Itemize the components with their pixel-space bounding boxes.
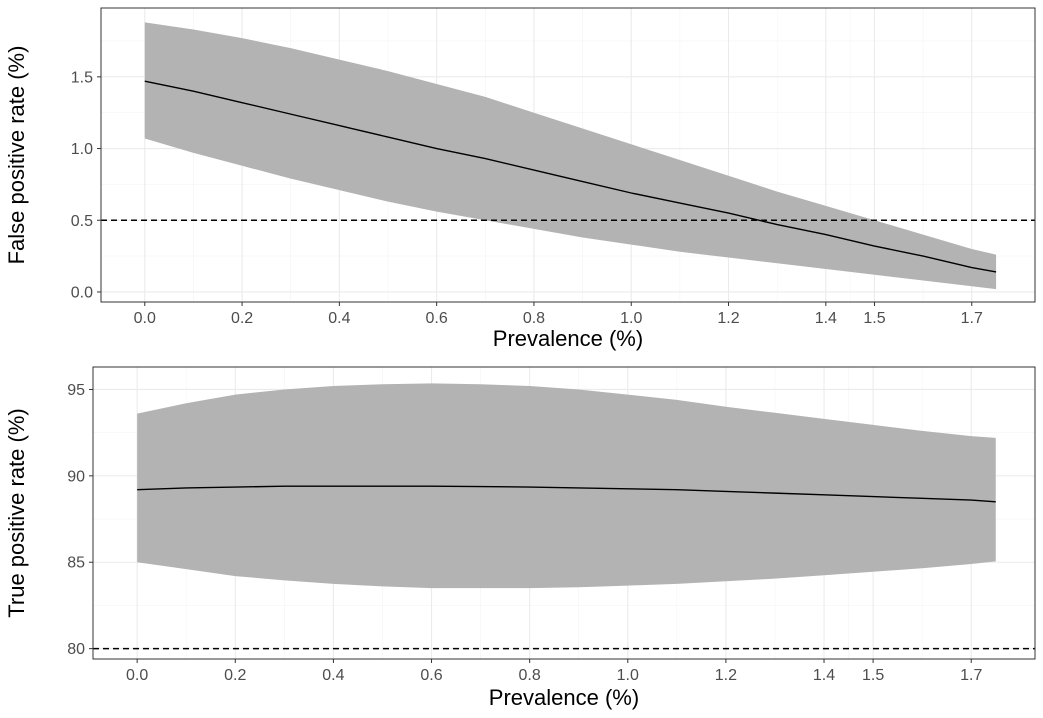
x-tick-label: 0.8 — [519, 667, 541, 684]
x-tick-label: 1.5 — [863, 310, 885, 327]
y-tick-label: 80 — [67, 641, 85, 658]
x-tick-label: 0.0 — [134, 310, 156, 327]
x-axis-title: Prevalence (%) — [493, 326, 643, 351]
x-tick-label: 0.0 — [126, 667, 148, 684]
chart-panel-1: 0.0 0.2 0.4 0.6 0.8 1.0 1.2 1.4 1.5 1.7 0.0 0.5 1.0 1… — [4, 7, 1036, 351]
x-tick-label: 0.2 — [224, 667, 246, 684]
x-tick-label: 1.7 — [961, 310, 983, 327]
x-tick-label: 1.0 — [620, 310, 642, 327]
x-tick-label: 1.0 — [617, 667, 639, 684]
x-tick-label: 1.4 — [813, 667, 835, 684]
x-tick-label: 1.2 — [717, 310, 739, 327]
y-axis-title: True positive rate (%) — [4, 408, 29, 617]
x-tick-label: 1.5 — [862, 667, 884, 684]
confidence-ribbon — [137, 383, 996, 589]
x-tick-label: 0.4 — [328, 310, 350, 327]
panel-border — [100, 7, 1036, 303]
y-tick-label: 85 — [67, 555, 85, 572]
x-tick-label: 0.4 — [322, 667, 344, 684]
x-tick-label: 1.7 — [960, 667, 982, 684]
x-tick-label: 0.6 — [420, 667, 442, 684]
y-tick-label: 0.0 — [71, 284, 93, 301]
chart-panel-2: 0.0 0.2 0.4 0.6 0.8 1.0 1.2 1.4 1.5 1.7 80 85 90 95 Pr… — [4, 366, 1036, 710]
x-tick-label: 1.4 — [815, 310, 837, 327]
y-tick-label: 1.5 — [71, 69, 93, 86]
panel-border — [92, 366, 1036, 660]
y-tick-label: 1.0 — [71, 141, 93, 158]
estimate-line — [144, 80, 997, 273]
y-tick-label: 0.5 — [71, 213, 93, 230]
y-tick-label: 90 — [67, 468, 85, 485]
confidence-ribbon — [144, 22, 997, 290]
y-axis-title: False positive rate (%) — [4, 46, 29, 265]
estimate-line — [137, 485, 996, 503]
x-axis-title: Prevalence (%) — [489, 685, 639, 710]
x-tick-label: 0.8 — [523, 310, 545, 327]
x-tick-label: 0.2 — [231, 310, 253, 327]
y-tick-label: 95 — [67, 382, 85, 399]
x-tick-label: 0.6 — [426, 310, 448, 327]
x-tick-label: 1.2 — [715, 667, 737, 684]
